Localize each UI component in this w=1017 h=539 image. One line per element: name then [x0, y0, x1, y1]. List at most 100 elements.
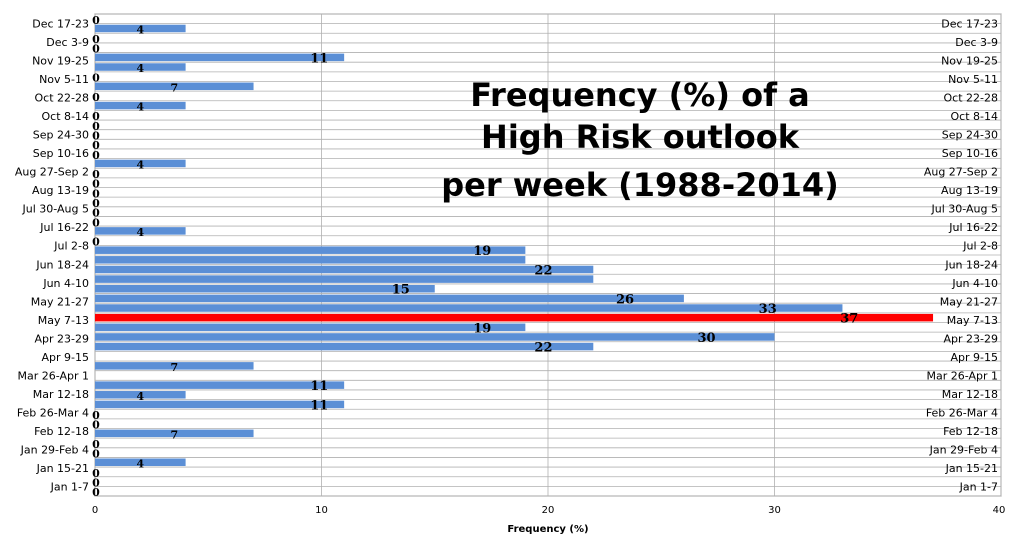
category-label-right: Sep 24-30 — [942, 129, 998, 142]
bar — [95, 381, 345, 389]
bar — [95, 227, 186, 235]
category-label-right: Feb 12-18 — [943, 425, 998, 438]
bar — [95, 265, 594, 274]
data-label: 22 — [534, 263, 552, 278]
category-label-right: Aug 27-Sep 2 — [924, 166, 998, 179]
category-label: Dec 17-23 — [32, 17, 89, 30]
bar — [95, 342, 594, 351]
data-label: 0 — [92, 438, 100, 451]
category-label-right: Mar 12-18 — [942, 388, 998, 401]
title-line-1: Frequency (%) of a — [470, 76, 810, 114]
x-tick-label: 10 — [315, 505, 328, 516]
category-label: Dec 3-9 — [46, 36, 89, 49]
category-label: Oct 8-14 — [42, 110, 89, 123]
bar — [95, 53, 345, 62]
data-label: 0 — [92, 409, 100, 422]
bar — [95, 101, 186, 110]
data-label: 0 — [92, 178, 100, 191]
left-category-labels: Dec 17-23 Dec 3-9 Nov 19-25 Nov 5-11 Oct 22-… — [15, 17, 89, 493]
category-label-right: Aug 13-19 — [941, 184, 998, 197]
x-tick-label: 0 — [92, 505, 98, 516]
category-label-right: May 21-27 — [940, 295, 998, 308]
bar — [95, 275, 594, 283]
data-label: 4 — [136, 62, 144, 75]
category-label: Jul 16-22 — [39, 221, 89, 234]
category-label-right: Jul 30-Aug 5 — [931, 203, 998, 216]
data-label: 4 — [136, 457, 144, 470]
data-label: 0 — [92, 130, 100, 143]
category-label-right: Oct 8-14 — [951, 110, 998, 123]
bar — [95, 159, 186, 168]
data-label: 33 — [759, 302, 777, 317]
data-label: 0 — [92, 197, 100, 210]
grid — [94, 13, 1002, 497]
data-label: 4 — [136, 101, 144, 114]
category-label: Oct 22-28 — [35, 91, 89, 104]
data-label: 0 — [92, 149, 100, 162]
x-tick-label: 40 — [993, 505, 1006, 516]
data-label: 7 — [170, 361, 178, 374]
data-label: 0 — [92, 448, 100, 461]
data-label: 7 — [170, 428, 178, 441]
data-label: 0 — [92, 120, 100, 133]
category-label-right: Feb 26-Mar 4 — [926, 407, 998, 420]
data-label: 0 — [92, 216, 100, 229]
bar — [95, 323, 526, 332]
data-label: 22 — [534, 341, 552, 356]
category-label: May 21-27 — [31, 295, 89, 308]
category-label-right: Apr 23-29 — [944, 332, 999, 345]
data-label: 4 — [136, 390, 144, 403]
category-label-right: Mar 26-Apr 1 — [927, 370, 999, 383]
data-label: 37 — [840, 312, 858, 327]
data-label: 0 — [92, 168, 100, 181]
data-label: 0 — [92, 187, 100, 200]
bar — [95, 256, 526, 264]
data-label: 11 — [310, 51, 328, 66]
bar — [95, 304, 843, 312]
category-label-right: Jul 16-22 — [948, 221, 998, 234]
category-label: Aug 13-19 — [32, 184, 89, 197]
category-label: Jan 1-7 — [50, 481, 89, 494]
bar — [95, 24, 186, 33]
title-line-3: per week (1988-2014) — [441, 166, 839, 204]
category-label: Nov 5-11 — [39, 73, 89, 86]
category-label-right: Sep 10-16 — [942, 147, 998, 160]
category-label-right: May 7-13 — [947, 314, 998, 327]
category-label: Jul 30-Aug 5 — [22, 203, 89, 216]
category-label-right: Oct 22-28 — [944, 91, 998, 104]
bar — [95, 294, 684, 303]
data-label: 0 — [92, 467, 100, 480]
category-label: Feb 26-Mar 4 — [17, 407, 89, 420]
data-label: 11 — [310, 379, 328, 394]
data-label: 19 — [473, 321, 491, 336]
bars — [95, 24, 934, 467]
category-label-right: Jan 15-21 — [945, 462, 998, 475]
category-label: Apr 9-15 — [42, 351, 90, 364]
category-label: Apr 23-29 — [35, 332, 90, 345]
category-label: May 7-13 — [38, 314, 89, 327]
category-label-right: Jan 29-Feb 4 — [929, 444, 998, 457]
bar — [95, 391, 186, 399]
category-label-right: Dec 17-23 — [941, 17, 998, 30]
category-label-right: Apr 9-15 — [951, 351, 999, 364]
data-label: 30 — [698, 331, 716, 346]
data-label: 4 — [136, 23, 144, 36]
category-label: Jul 2-8 — [53, 240, 89, 253]
category-label: Sep 24-30 — [33, 129, 89, 142]
data-label: 0 — [92, 14, 100, 27]
data-label: 11 — [310, 398, 328, 413]
category-label: Mar 12-18 — [33, 388, 89, 401]
data-label: 0 — [92, 139, 100, 152]
category-label: Jan 29-Feb 4 — [20, 444, 89, 457]
data-label: 0 — [92, 236, 100, 249]
x-tick-label: 20 — [542, 505, 555, 516]
bar — [95, 284, 435, 293]
category-label-right: Nov 19-25 — [941, 54, 998, 67]
data-label: 0 — [92, 33, 100, 46]
data-label: 26 — [616, 292, 634, 307]
category-label-right: Dec 3-9 — [955, 36, 998, 49]
category-label-right: Jun 18-24 — [944, 258, 998, 271]
x-axis-title: Frequency (%) — [507, 524, 588, 535]
data-label: 7 — [170, 81, 178, 94]
